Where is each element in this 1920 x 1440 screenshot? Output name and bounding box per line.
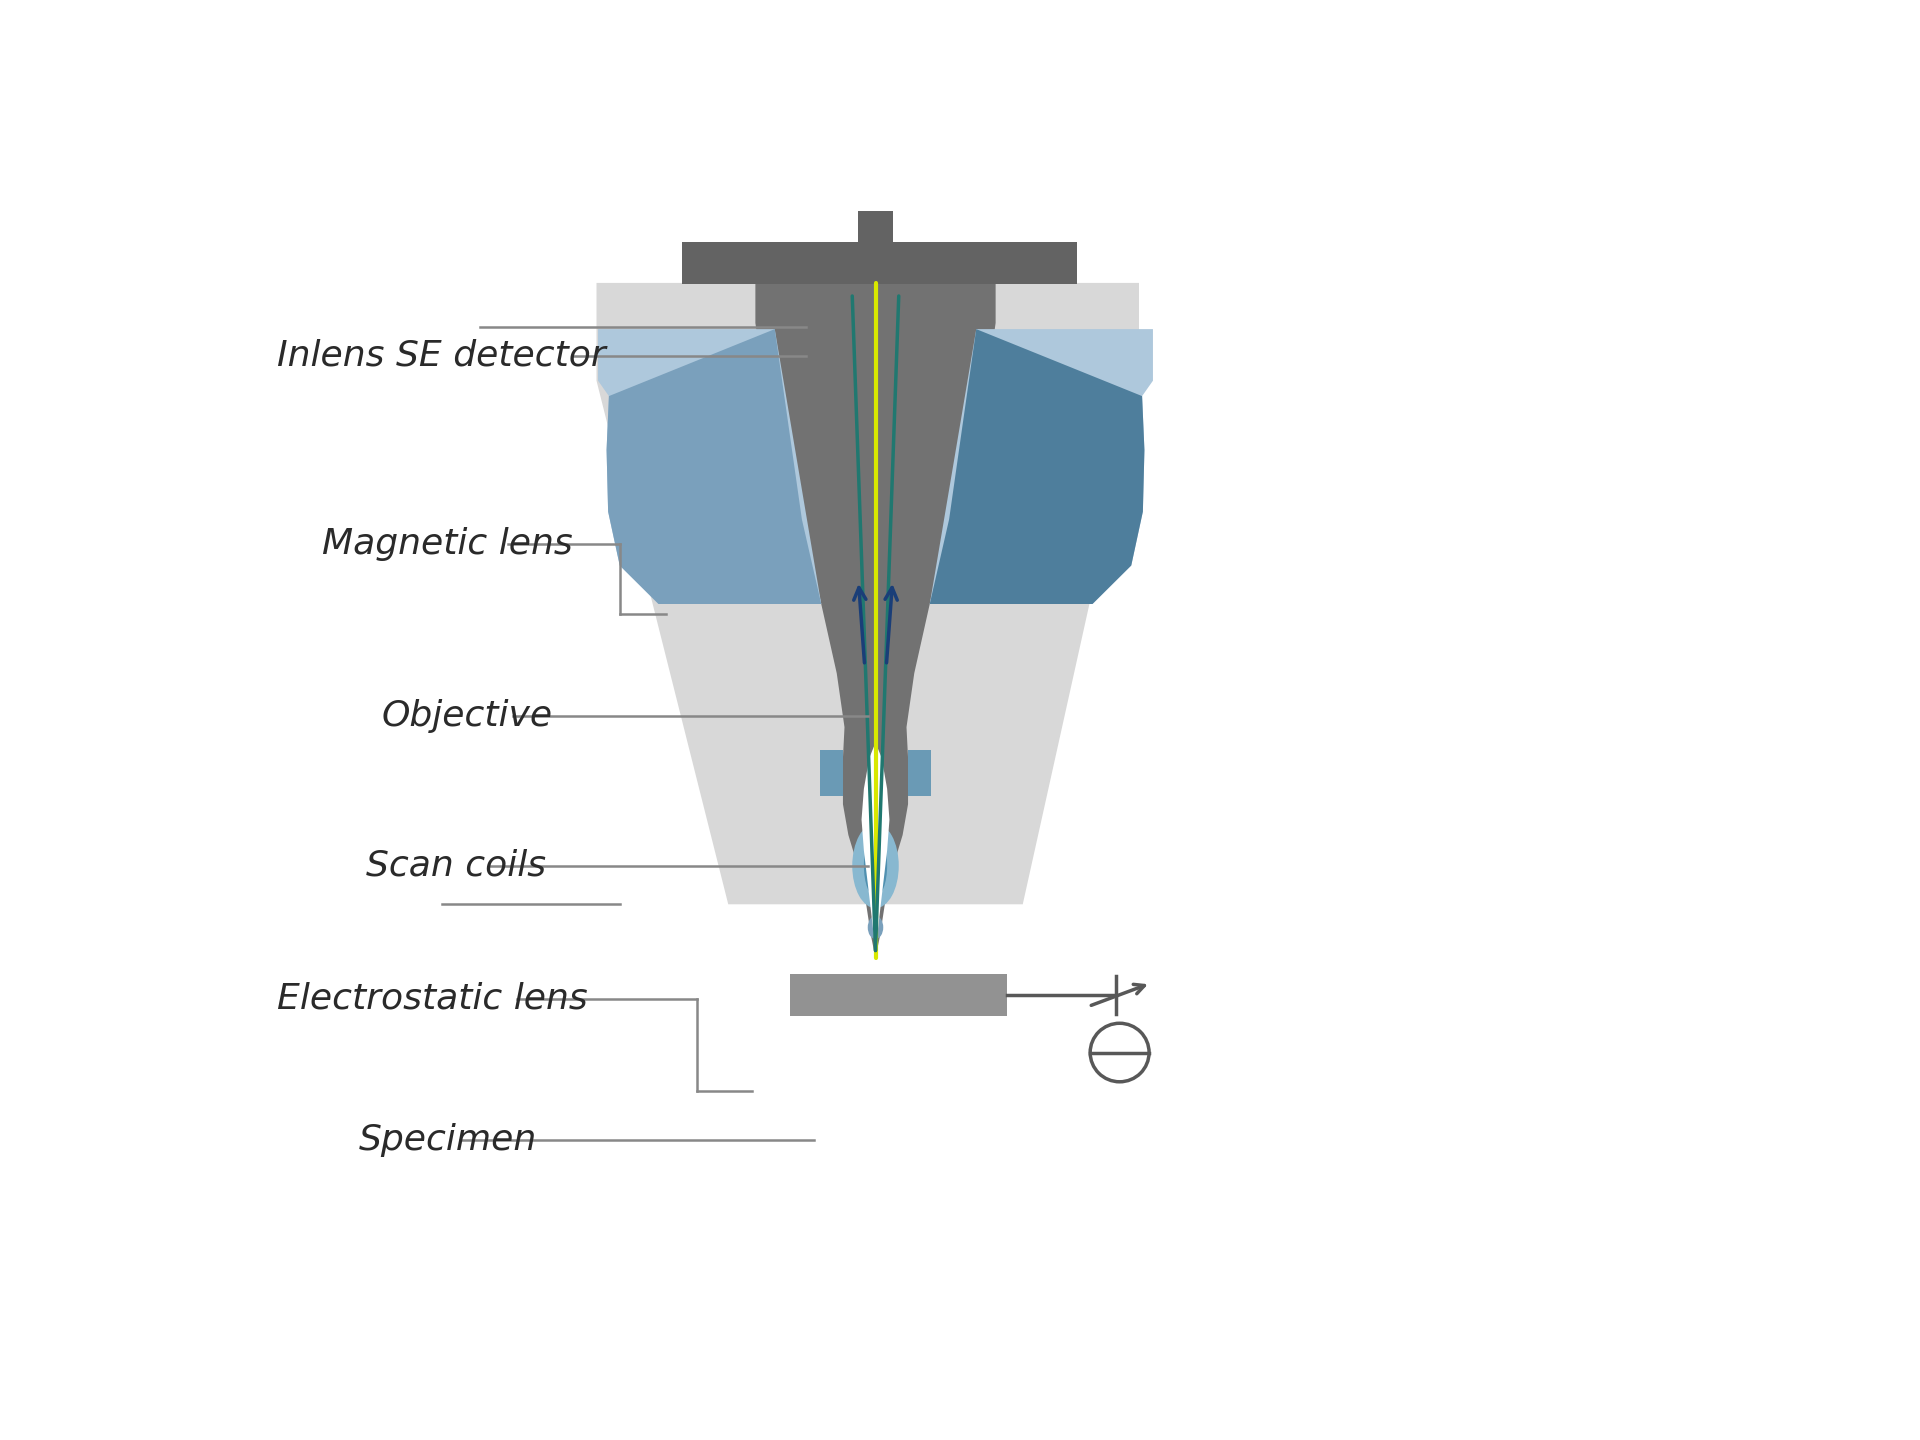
Polygon shape — [607, 330, 822, 603]
Ellipse shape — [868, 916, 883, 939]
Polygon shape — [597, 282, 1139, 380]
Bar — [820, 750, 843, 796]
Text: Electrostatic lens: Electrostatic lens — [276, 982, 588, 1015]
Polygon shape — [684, 243, 1075, 282]
Polygon shape — [929, 330, 1152, 603]
Text: Specimen: Specimen — [359, 1123, 538, 1156]
Text: Magnetic lens: Magnetic lens — [323, 527, 572, 562]
Polygon shape — [682, 252, 1077, 282]
Polygon shape — [597, 282, 1139, 904]
Bar — [858, 212, 893, 285]
Ellipse shape — [864, 835, 887, 897]
Polygon shape — [684, 243, 1075, 282]
Polygon shape — [597, 330, 822, 603]
Text: Scan coils: Scan coils — [367, 848, 547, 883]
Polygon shape — [929, 330, 1144, 603]
Bar — [791, 973, 1008, 1017]
Text: Inlens SE detector: Inlens SE detector — [276, 338, 607, 373]
Polygon shape — [682, 252, 1077, 282]
Polygon shape — [755, 282, 996, 958]
Ellipse shape — [852, 824, 899, 909]
Polygon shape — [682, 242, 1077, 285]
Polygon shape — [862, 743, 889, 950]
Text: Objective: Objective — [382, 698, 553, 733]
Bar — [908, 750, 931, 796]
